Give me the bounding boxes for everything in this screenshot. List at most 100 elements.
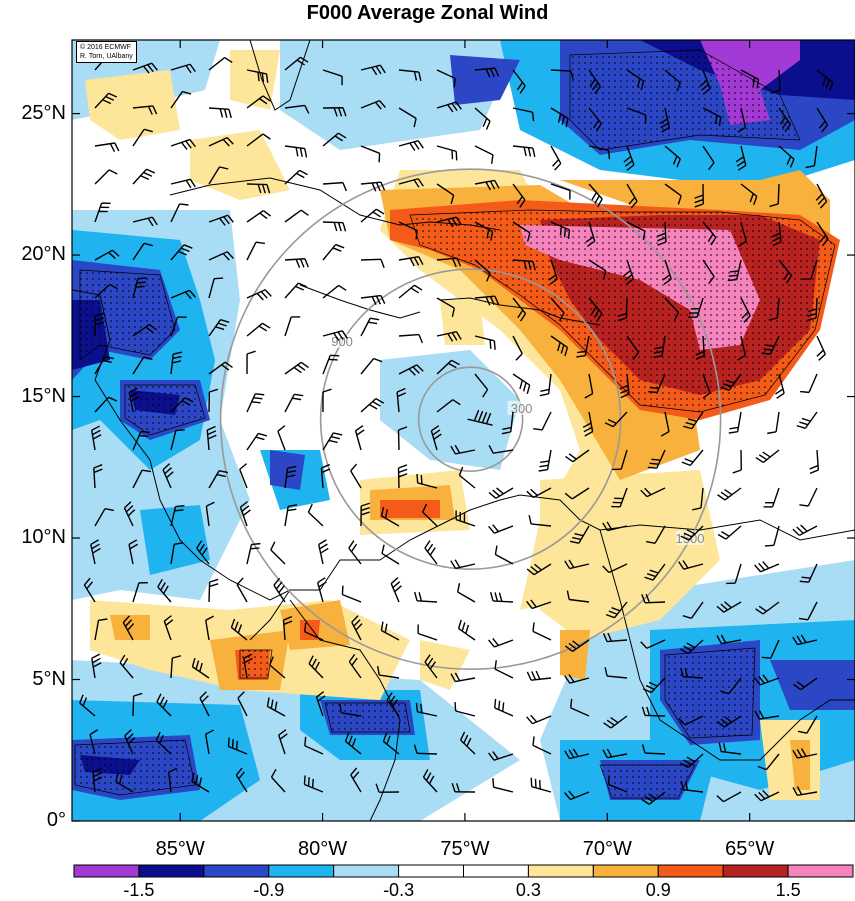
wind-barb-feather <box>342 586 343 595</box>
colorbar-label: -0.3 <box>369 880 429 901</box>
wind-barb-feather <box>237 741 238 750</box>
wind-barb-feather <box>233 739 234 748</box>
wind-barb-feather <box>454 78 455 87</box>
wind-barb-feather <box>251 544 260 545</box>
wind-barb-feather <box>255 394 264 395</box>
colorbar-swatch <box>723 865 788 877</box>
wind-barb <box>779 70 780 90</box>
wind-barb-feather <box>421 475 422 484</box>
wind-barb <box>323 222 343 223</box>
colorbar-swatch <box>399 865 464 877</box>
colorbar-swatch <box>139 865 204 877</box>
wind-barb-feather <box>503 702 504 711</box>
wind-barb <box>626 298 627 318</box>
wind-barb-feather <box>565 228 566 237</box>
wind-barb-feather <box>421 704 422 713</box>
colorbar-label: -0.9 <box>239 880 299 901</box>
wind-barb-feather <box>728 280 737 281</box>
wind-barb <box>398 468 399 488</box>
wind-barb-feather <box>569 230 570 239</box>
wind-barb-feather <box>533 112 534 121</box>
wind-barb-feather <box>648 467 657 468</box>
wind-barb-feather <box>214 278 223 279</box>
wind-barb-feather <box>499 701 500 710</box>
colorbar-label: 1.5 <box>758 880 818 901</box>
wind-barb <box>133 696 134 716</box>
lat-label: 5°N <box>0 668 66 691</box>
wind-barb-feather <box>141 432 150 433</box>
wind-barb-feather <box>228 737 229 746</box>
wind-barb-feather <box>609 150 610 159</box>
wind-barb <box>645 602 665 603</box>
wind-barb-feather <box>762 657 771 658</box>
wind-barb-feather <box>650 388 659 389</box>
wind-barb <box>361 259 381 260</box>
wind-barb-feather <box>136 286 145 287</box>
wind-barb-feather <box>252 402 261 403</box>
lon-label: 70°W <box>567 838 647 861</box>
lat-label: 20°N <box>0 243 66 266</box>
lon-label: 75°W <box>425 838 505 861</box>
wind-barb-feather <box>253 398 262 399</box>
colorbar-swatch <box>74 865 139 877</box>
colorbar-swatch <box>464 865 529 877</box>
wind-barb-feather <box>139 436 148 437</box>
wind-barb-feather <box>305 623 306 632</box>
wind-barb <box>417 753 437 754</box>
wind-barb-feather <box>650 463 659 464</box>
lat-label: 10°N <box>0 526 66 549</box>
wind-barb-feather <box>305 737 306 746</box>
credit-line-2: R. Torn, UAlbany <box>80 52 133 61</box>
colorbar-swatch <box>658 865 723 877</box>
wind-barb <box>816 298 817 318</box>
wind-barb-feather <box>608 775 609 784</box>
wind-barb-feather <box>417 474 418 483</box>
wind-barb-feather <box>648 392 657 393</box>
wind-barb-feather <box>304 775 305 784</box>
colorbar-label: -1.5 <box>109 880 169 901</box>
wind-barb-feather <box>176 430 185 431</box>
lat-label: 25°N <box>0 102 66 125</box>
wind-barb-feather <box>802 577 811 578</box>
wind-barb-feather <box>730 271 739 272</box>
wind-barb-feather <box>651 459 660 460</box>
ring-label: 900 <box>331 334 353 349</box>
lat-label: 0° <box>0 809 66 832</box>
lat-label: 15°N <box>0 385 66 408</box>
wind-barb <box>645 753 665 754</box>
colorbar-swatch <box>334 865 399 877</box>
map-title: F000 Average Zonal Wind <box>0 2 855 25</box>
wind-barb-feather <box>490 340 491 349</box>
wind-barb-feather <box>137 282 146 283</box>
wind-barb <box>209 582 210 602</box>
credit-box: © 2016 ECMWF R. Torn, UAlbany <box>76 41 137 63</box>
wind-barb-feather <box>176 506 185 507</box>
wind-barb-feather <box>313 779 314 788</box>
colorbar-swatch <box>528 865 593 877</box>
wind-barb <box>247 184 267 185</box>
colorbar-swatch <box>593 865 658 877</box>
colorbar-swatch <box>204 865 269 877</box>
wind-barb-feather <box>765 545 774 546</box>
wind-barb-feather <box>309 777 310 786</box>
wind-barb-feather <box>561 226 562 235</box>
lon-label: 65°W <box>710 838 790 861</box>
wind-barb-feather <box>416 703 417 712</box>
wind-barb <box>778 184 779 204</box>
colorbar-swatch <box>788 865 853 877</box>
wind-barb <box>665 222 666 242</box>
ring-label: 300 <box>511 401 533 416</box>
wind-barb-feather <box>729 275 738 276</box>
wind-barb-feather <box>800 581 809 582</box>
wind-barb-feather <box>495 699 496 708</box>
wind-barb-feather <box>493 778 494 787</box>
colorbar-label: 0.9 <box>628 880 688 901</box>
wind-barb <box>645 715 665 716</box>
wind-barb-feather <box>571 699 572 708</box>
colorbar-label: 0.3 <box>498 880 558 901</box>
lon-label: 85°W <box>140 838 220 861</box>
credit-line-1: © 2016 ECMWF <box>80 43 133 52</box>
wind-barb-feather <box>138 278 147 279</box>
